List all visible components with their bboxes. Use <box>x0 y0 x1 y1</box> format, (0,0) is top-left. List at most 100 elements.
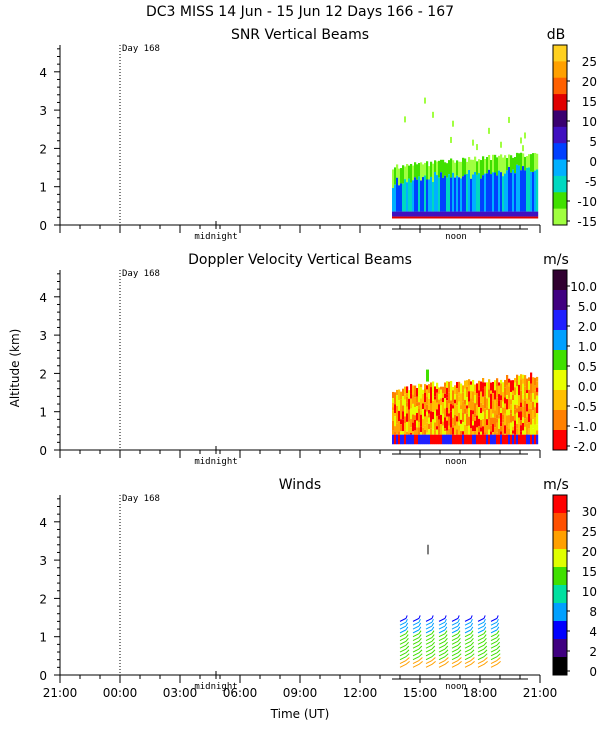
snr-cell <box>512 169 515 212</box>
velocity-cell <box>448 381 451 393</box>
velocity-cell <box>498 382 501 386</box>
velocity-cell <box>492 381 495 394</box>
wind-barb <box>399 652 407 657</box>
wind-barb <box>399 656 407 661</box>
snr-cell <box>438 160 441 178</box>
velocity-cell <box>424 388 427 393</box>
velocity-cell <box>474 434 477 445</box>
snr-cell <box>414 211 417 217</box>
velocity-cell <box>398 400 401 411</box>
colorbar-swatch <box>553 159 567 177</box>
velocity-cell <box>522 417 525 423</box>
velocity-cell <box>434 422 437 431</box>
wind-barb <box>483 660 488 665</box>
wind-barb <box>457 619 460 623</box>
velocity-cell <box>512 394 515 401</box>
velocity-cell <box>436 396 439 403</box>
velocity-cell <box>394 426 397 432</box>
velocity-cell <box>406 402 409 407</box>
wind-barb <box>496 619 499 623</box>
velocity-cell <box>432 400 435 412</box>
wind-barb <box>399 633 407 638</box>
snr-cell <box>414 216 417 219</box>
snr-cell <box>488 127 490 134</box>
velocity-cell <box>450 418 453 428</box>
snr-cell <box>488 154 491 170</box>
velocity-cell <box>394 431 397 435</box>
wind-barb <box>464 663 472 668</box>
snr-cell <box>430 161 433 177</box>
velocity-cell <box>442 434 445 445</box>
y-tick-label: 2 <box>39 367 47 381</box>
velocity-cell <box>444 393 447 399</box>
snr-cell <box>400 168 403 184</box>
snr-cell <box>444 211 447 217</box>
velocity-cell <box>392 407 395 411</box>
wind-barb <box>425 640 433 645</box>
velocity-cell <box>492 432 495 435</box>
velocity-cell <box>516 412 519 424</box>
snr-cell <box>422 216 425 219</box>
velocity-cell <box>446 420 449 431</box>
wind-barb <box>470 657 475 661</box>
y-tick-label: 4 <box>39 516 47 530</box>
wind-barb <box>431 619 434 623</box>
velocity-cell <box>472 421 475 426</box>
snr-cell <box>460 211 463 217</box>
velocity-cell <box>456 434 459 445</box>
wind-barb <box>464 625 472 630</box>
snr-cell <box>478 159 481 174</box>
wind-barb <box>399 625 407 630</box>
snr-cell <box>464 158 467 175</box>
snr-cell <box>524 211 527 217</box>
velocity-cell <box>486 419 489 426</box>
velocity-cell <box>428 398 431 406</box>
velocity-cell <box>440 424 443 435</box>
velocity-cell <box>526 434 529 445</box>
snr-cell <box>510 211 513 217</box>
velocity-cell <box>436 409 439 416</box>
midnight-label: midnight <box>194 457 237 467</box>
velocity-cell <box>508 378 511 383</box>
x-tick-label: 15:00 <box>403 686 438 700</box>
velocity-cell <box>532 428 535 435</box>
velocity-cell <box>472 414 475 422</box>
velocity-cell <box>476 404 479 416</box>
velocity-cell <box>530 408 533 419</box>
snr-cell <box>496 157 499 176</box>
velocity-cell <box>506 399 509 410</box>
velocity-cell <box>472 431 475 435</box>
snr-cell <box>490 160 493 175</box>
velocity-cell <box>450 380 453 393</box>
snr-cell <box>536 153 539 170</box>
wind-barb <box>464 660 472 664</box>
velocity-cell <box>432 429 435 435</box>
velocity-cell <box>528 389 531 400</box>
velocity-cell <box>488 419 491 430</box>
snr-cell <box>398 211 401 217</box>
snr-cell <box>484 216 487 219</box>
velocity-cell <box>488 389 491 398</box>
velocity-cell <box>458 401 461 413</box>
snr-cell <box>458 211 461 217</box>
velocity-cell <box>426 369 429 382</box>
snr-cell <box>432 181 435 212</box>
snr-cell <box>534 211 537 217</box>
wind-barb <box>483 626 487 631</box>
wind-barb <box>412 644 420 649</box>
velocity-cell <box>536 430 539 435</box>
velocity-cell <box>438 415 441 420</box>
velocity-cell <box>426 415 429 423</box>
snr-cell <box>460 216 463 219</box>
wind-barb <box>457 657 462 661</box>
wind-barb <box>438 656 446 661</box>
velocity-cell <box>492 393 495 401</box>
wind-barb <box>470 615 473 619</box>
wind-barb <box>470 622 474 627</box>
velocity-cell <box>518 417 521 424</box>
velocity-cell <box>422 427 425 435</box>
velocity-cell <box>460 383 463 394</box>
velocity-cell <box>526 393 529 399</box>
velocity-cell <box>446 407 449 413</box>
velocity-cell <box>424 384 427 389</box>
